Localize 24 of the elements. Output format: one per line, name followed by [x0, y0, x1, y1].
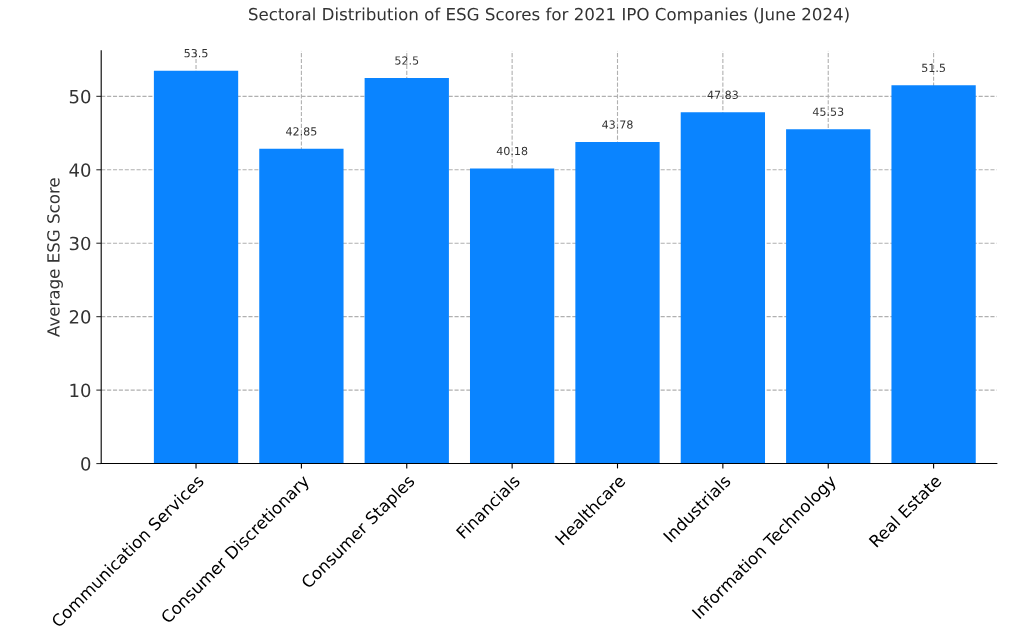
chart-title: Sectoral Distribution of ESG Scores for 2021 IPO Companies (June 2024)	[249, 7, 849, 24]
data-label: 42.85	[286, 127, 317, 136]
y-tick-label: 10	[70, 383, 91, 398]
y-axis-title: Average ESG Score	[47, 178, 63, 337]
bar	[680, 112, 766, 464]
y-tick-label: 50	[69, 89, 91, 104]
y-tick-label: 40	[69, 163, 91, 177]
bar	[469, 168, 555, 464]
bar	[364, 77, 449, 464]
data-label: 43.78	[602, 120, 633, 129]
bar	[153, 70, 239, 464]
bar	[891, 85, 976, 464]
data-label: 52.5	[395, 56, 419, 65]
data-label: 53.5	[184, 48, 208, 58]
data-label: 47.83	[707, 90, 738, 100]
y-tick-label: 30	[69, 236, 91, 251]
data-label: 40.18	[496, 146, 528, 156]
y-tick-label: 20	[69, 310, 91, 324]
bar	[259, 148, 344, 464]
data-label: 51.5	[922, 63, 945, 73]
y-tick-label: 0	[81, 457, 91, 471]
bar	[786, 129, 871, 464]
data-label: 45.53	[812, 107, 844, 116]
bar	[575, 142, 660, 464]
